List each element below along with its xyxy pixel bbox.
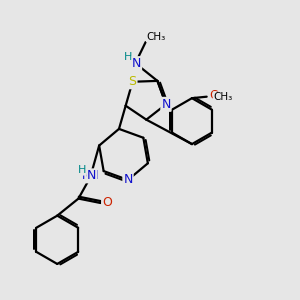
Text: N: N <box>161 98 171 111</box>
Text: O: O <box>209 89 219 102</box>
Text: CH₃: CH₃ <box>146 32 166 42</box>
Text: H: H <box>124 52 132 62</box>
Text: N: N <box>132 57 142 70</box>
Text: H: H <box>78 165 86 175</box>
Text: NH: NH <box>82 169 99 182</box>
Text: O: O <box>102 196 112 209</box>
Text: CH₃: CH₃ <box>213 92 232 102</box>
Text: N: N <box>87 169 96 182</box>
Text: S: S <box>128 75 136 88</box>
Text: N: N <box>123 173 133 186</box>
